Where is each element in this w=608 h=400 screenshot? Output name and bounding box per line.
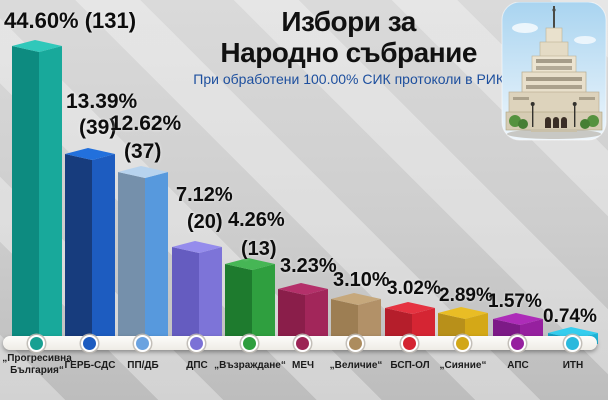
baseline-dot-7 bbox=[401, 334, 418, 352]
party-name-7: БСП-ОЛ bbox=[390, 360, 430, 371]
bar-column-7 bbox=[385, 302, 435, 344]
chart-title-line1: Избори за bbox=[281, 6, 416, 37]
percent-label-3: 7.12% bbox=[176, 184, 233, 206]
baseline-dot-2 bbox=[134, 334, 151, 352]
percent-label-10: 0.74% bbox=[543, 306, 597, 327]
baseline-dot-4 bbox=[241, 334, 258, 352]
party-name-4: „Възраждане“ bbox=[214, 360, 286, 371]
baseline-dot-8 bbox=[454, 334, 471, 352]
chart-title-line2: Народно събрание bbox=[220, 37, 477, 68]
percent-label-5: 3.23% bbox=[280, 255, 337, 277]
bar-column-3 bbox=[172, 241, 222, 344]
baseline-dot-1 bbox=[81, 334, 98, 352]
bar-column-1 bbox=[65, 148, 115, 344]
percent-label-6: 3.10% bbox=[333, 269, 390, 291]
party-name-1: ГЕРБ-СДС bbox=[64, 360, 116, 371]
seats-label-3: (20) bbox=[187, 211, 223, 233]
baseline-dot-9 bbox=[509, 334, 526, 352]
baseline-dot-5 bbox=[294, 334, 311, 352]
percent-label-0: 44.60% (131) bbox=[4, 8, 137, 33]
percent-label-8: 2.89% bbox=[439, 285, 493, 306]
percent-label-2: 12.62% bbox=[110, 112, 182, 135]
party-name-8: „Сияние“ bbox=[439, 360, 487, 371]
bar-column-2 bbox=[118, 166, 168, 344]
bar-column-0 bbox=[12, 40, 62, 344]
parliament-building-illustration bbox=[501, 2, 607, 141]
baseline-dot-3 bbox=[188, 334, 205, 352]
bar-column-5 bbox=[278, 283, 328, 344]
party-name-2: ПП/ДБ bbox=[127, 360, 159, 371]
seats-label-1: (39) bbox=[79, 116, 117, 139]
bar-column-6 bbox=[331, 293, 381, 344]
percent-label-1: 13.39% bbox=[66, 90, 138, 113]
party-name-6: „Величие“ bbox=[329, 360, 383, 371]
baseline-dot-6 bbox=[347, 334, 364, 352]
chart-title-block: Избори за Народно събрание При обработен… bbox=[193, 6, 504, 87]
party-name-5: МЕЧ bbox=[291, 360, 315, 371]
seats-label-4: (13) bbox=[241, 238, 277, 260]
seats-label-2: (37) bbox=[124, 140, 162, 163]
party-name-10: ИТН bbox=[562, 360, 584, 371]
percent-label-7: 3.02% bbox=[387, 278, 441, 299]
party-name-9: АПС bbox=[507, 360, 529, 371]
party-name-0: „Прогресивна България“ bbox=[2, 353, 72, 376]
percent-label-4: 4.26% bbox=[228, 209, 285, 231]
baseline-dot-10 bbox=[564, 334, 581, 352]
party-name-3: ДПС bbox=[186, 360, 208, 371]
percent-label-9: 1.57% bbox=[488, 291, 542, 312]
chart-subtitle: При обработени 100.00% СИК протоколи в Р… bbox=[193, 71, 504, 87]
bar-column-4 bbox=[225, 258, 275, 344]
baseline-dot-0 bbox=[28, 334, 45, 352]
